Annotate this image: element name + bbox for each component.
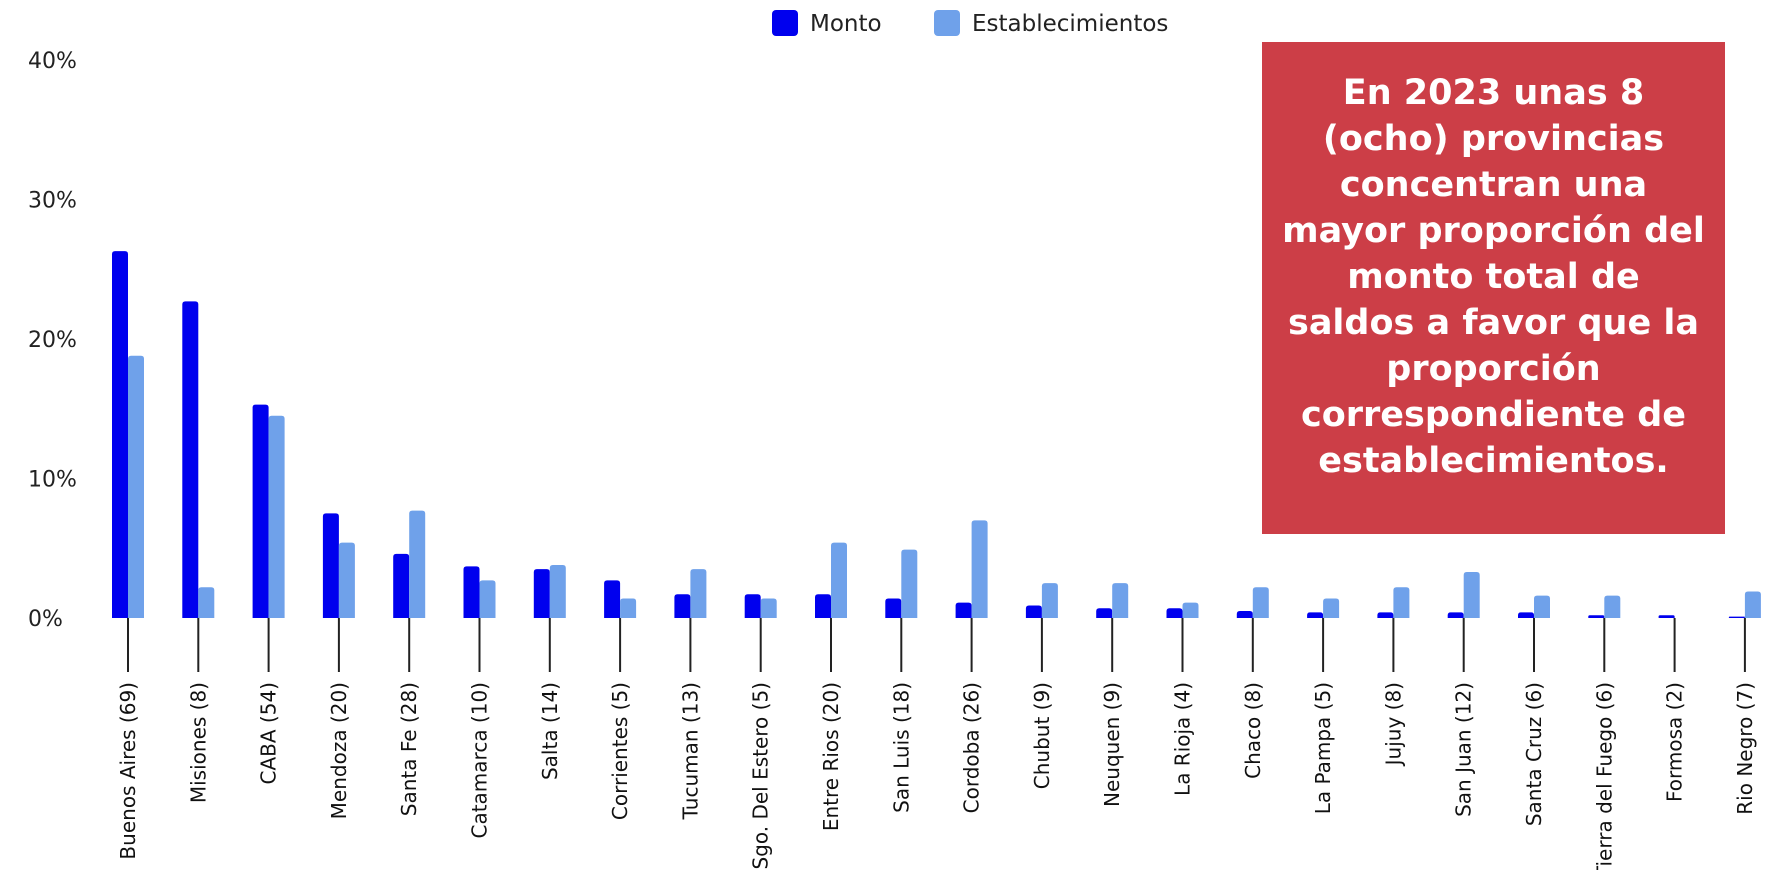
establecimientos-bar <box>1534 595 1550 618</box>
monto-bar <box>112 251 128 619</box>
monto-bar <box>1236 611 1253 618</box>
establecimientos-bar <box>1323 598 1340 618</box>
x-tick-label: Rio Negro (7) <box>1733 682 1757 815</box>
monto-bar <box>1377 612 1394 618</box>
x-tick-label: Entre Rios (20) <box>819 682 843 831</box>
monto-bar <box>1588 615 1605 618</box>
monto-bar <box>1096 608 1113 618</box>
monto-bar <box>674 594 691 618</box>
monto-bar <box>1518 612 1534 618</box>
monto-bar <box>252 404 269 618</box>
bars <box>112 251 1761 619</box>
establecimientos-bar <box>1182 602 1199 618</box>
x-tick-label: San Luis (18) <box>889 682 913 813</box>
monto-bar <box>885 598 902 618</box>
establecimientos-bar <box>479 580 496 618</box>
establecimientos-bar <box>620 598 637 618</box>
x-tick-label: Salta (14) <box>538 682 562 780</box>
annotation-text: En 2023 unas 8 (ocho) provincias concent… <box>1282 73 1705 481</box>
x-tick-label: Tierra del Fuego (6) <box>1592 682 1616 870</box>
x-tick-label: Chubut (9) <box>1030 682 1054 789</box>
monto-bar <box>604 580 621 618</box>
monto-bar <box>1658 615 1675 618</box>
establecimientos-bar <box>831 542 847 618</box>
x-tick-label: Jujuy (8) <box>1381 682 1405 767</box>
annotation-callout: En 2023 unas 8 (ocho) provincias concent… <box>1262 42 1725 534</box>
monto-bar <box>1728 616 1745 618</box>
monto-bar <box>1166 608 1183 618</box>
x-tick-label: Formosa (2) <box>1663 682 1687 802</box>
establecimientos-bar <box>1744 591 1761 618</box>
y-tick-label: 40% <box>28 49 77 74</box>
x-tick-label: Santa Fe (28) <box>397 682 421 816</box>
establecimientos-bar <box>690 569 707 618</box>
monto-bar <box>1025 605 1042 618</box>
establecimientos-bar <box>549 564 566 618</box>
establecimientos-bar <box>409 510 426 618</box>
y-tick-label: 30% <box>28 189 77 214</box>
x-tick-label: CABA (54) <box>257 682 281 784</box>
establecimientos-bar <box>1252 587 1269 618</box>
monto-bar <box>815 594 831 618</box>
establecimientos-bar <box>760 598 777 618</box>
x-tick-label: La Pampa (5) <box>1311 682 1335 814</box>
establecimientos-bar <box>338 542 355 618</box>
x-tick-label: San Juan (12) <box>1452 682 1476 817</box>
establecimientos-bar <box>198 587 215 618</box>
monto-bar <box>182 301 199 618</box>
monto-bar <box>955 602 972 618</box>
legend-label: Monto <box>810 11 882 37</box>
monto-bar <box>1307 612 1324 618</box>
establecimientos-bar <box>971 520 988 618</box>
establecimientos-bar <box>128 355 144 618</box>
establecimientos-bar <box>901 549 918 618</box>
establecimientos-bar <box>1112 583 1129 618</box>
x-tick-label: Misiones (8) <box>186 682 210 803</box>
y-tick-label: 10% <box>28 468 77 493</box>
x-tick-label: Cordoba (26) <box>960 682 984 813</box>
x-axis: Buenos Aires (69) Misiones (8) CABA (54) Me… <box>116 618 1757 870</box>
x-tick-label: Catamarca (10) <box>468 682 492 839</box>
x-tick-label: Neuquen (9) <box>1100 682 1124 807</box>
x-tick-label: Buenos Aires (69) <box>116 682 140 860</box>
establecimientos-bar <box>1604 595 1621 618</box>
x-tick-label: La Rioja (4) <box>1171 682 1195 796</box>
establecimientos-bar <box>268 415 285 618</box>
x-tick-label: Tucuman (13) <box>678 682 702 820</box>
legend-label: Establecimientos <box>972 11 1168 37</box>
establecimientos-bar <box>1393 587 1410 618</box>
y-tick-label: 0% <box>28 607 63 632</box>
legend: Monto Establecimientos <box>772 10 1168 37</box>
y-tick-label: 20% <box>28 328 77 353</box>
monto-bar <box>393 553 410 618</box>
x-tick-label: Sgo. Del Estero (5) <box>749 682 773 870</box>
establecimientos-bar <box>1463 571 1480 618</box>
monto-bar <box>463 566 480 618</box>
monto-bar <box>533 569 550 618</box>
x-tick-label: Santa Cruz (6) <box>1522 682 1546 826</box>
y-axis: 0% 10% 20% 30% 40% <box>28 49 77 632</box>
x-tick-label: Chaco (8) <box>1241 682 1265 779</box>
x-tick-label: Mendoza (20) <box>327 682 351 819</box>
legend-swatch <box>934 10 960 36</box>
x-tick-label: Corrientes (5) <box>608 682 632 820</box>
monto-bar <box>322 513 339 618</box>
establecimientos-bar <box>1041 583 1058 618</box>
monto-bar <box>1447 612 1464 618</box>
legend-swatch <box>772 10 798 36</box>
monto-bar <box>744 594 761 618</box>
